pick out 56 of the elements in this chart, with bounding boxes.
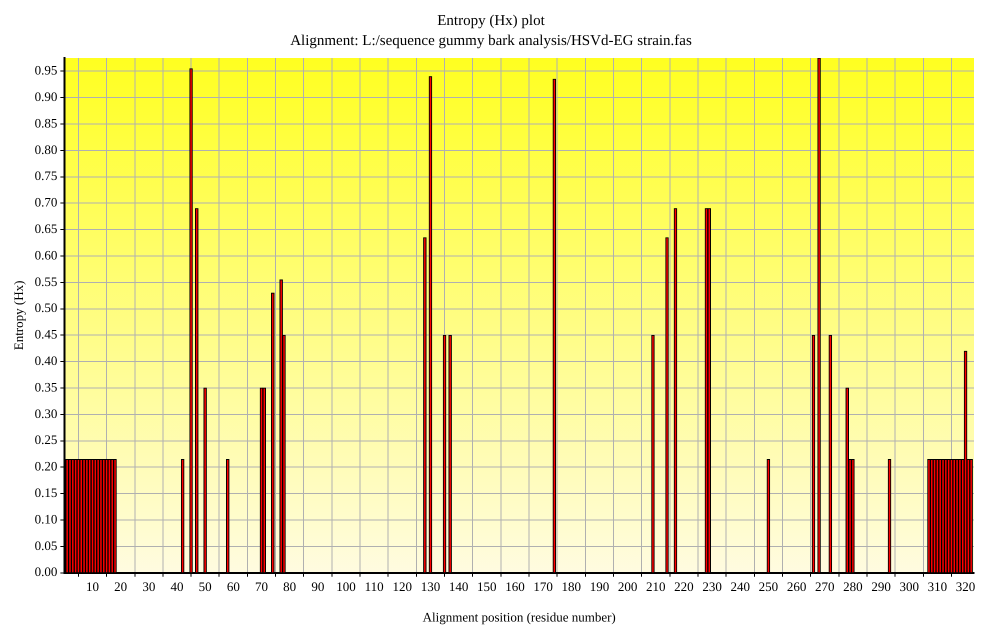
y-tick-label: 0.60	[34, 247, 58, 262]
y-tick-label: 0.40	[34, 353, 58, 368]
y-tick-label: 0.30	[34, 406, 58, 421]
y-tick-label: 0.80	[34, 142, 58, 157]
y-tick-label: 0.70	[34, 194, 58, 210]
y-tick-label: 0.75	[34, 168, 58, 184]
x-tick-label: 60	[226, 579, 240, 594]
x-tick-label: 200	[618, 579, 638, 594]
x-tick-label: 310	[928, 579, 948, 594]
y-axis-title: Entropy (Hx)	[11, 280, 26, 350]
y-tick-label: 0.15	[34, 485, 58, 500]
x-tick-label: 230	[702, 579, 722, 594]
x-tick-label: 250	[758, 579, 778, 594]
chart-title: Entropy (Hx) plot	[437, 12, 546, 29]
y-tick-label: 0.50	[34, 300, 58, 316]
y-tick-label: 0.35	[34, 379, 58, 394]
y-tick-label: 0.00	[34, 564, 58, 580]
x-tick-label: 170	[533, 579, 553, 594]
y-tick-label: 0.55	[34, 274, 58, 289]
y-tick-label: 0.05	[34, 538, 58, 553]
x-tick-label: 130	[420, 579, 440, 594]
y-tick-label: 0.25	[34, 432, 58, 448]
x-tick-label: 300	[899, 579, 919, 594]
x-tick-label: 110	[364, 579, 384, 594]
x-tick-label: 280	[843, 579, 863, 594]
x-tick-label: 190	[590, 579, 610, 594]
y-tick-label: 0.10	[34, 511, 58, 526]
x-tick-label: 20	[114, 579, 128, 594]
x-tick-label: 50	[198, 579, 212, 594]
x-tick-label: 320	[956, 579, 976, 594]
x-tick-label: 150	[477, 579, 497, 594]
x-tick-label: 140	[448, 579, 468, 594]
x-tick-label: 10	[86, 579, 100, 594]
x-tick-label: 210	[646, 579, 666, 594]
y-tick-label: 0.20	[34, 458, 58, 474]
y-tick-label: 0.45	[34, 326, 58, 342]
x-tick-label: 70	[254, 579, 268, 594]
x-tick-label: 260	[786, 579, 806, 594]
y-tick-label: 0.90	[34, 89, 58, 104]
x-tick-label: 220	[674, 579, 694, 594]
x-tick-label: 290	[871, 579, 891, 594]
x-tick-label: 240	[730, 579, 750, 594]
y-tick-label: 0.95	[34, 62, 58, 78]
x-axis-title: Alignment position (residue number)	[422, 610, 616, 625]
y-tick-label: 0.65	[34, 221, 58, 236]
x-tick-label: 90	[311, 579, 324, 594]
chart-subtitle: Alignment: L:/sequence gummy bark analysis/HSVd-EG strain.fas	[290, 32, 692, 49]
x-tick-label: 80	[283, 579, 296, 594]
x-tick-label: 40	[170, 579, 184, 594]
x-tick-label: 160	[505, 579, 525, 594]
y-tick-label: 0.85	[34, 115, 58, 130]
x-tick-label: 30	[142, 579, 156, 594]
x-tick-label: 100	[336, 579, 356, 594]
x-tick-label: 180	[562, 579, 582, 594]
x-tick-label: 120	[392, 579, 412, 594]
x-tick-label: 270	[814, 579, 834, 594]
